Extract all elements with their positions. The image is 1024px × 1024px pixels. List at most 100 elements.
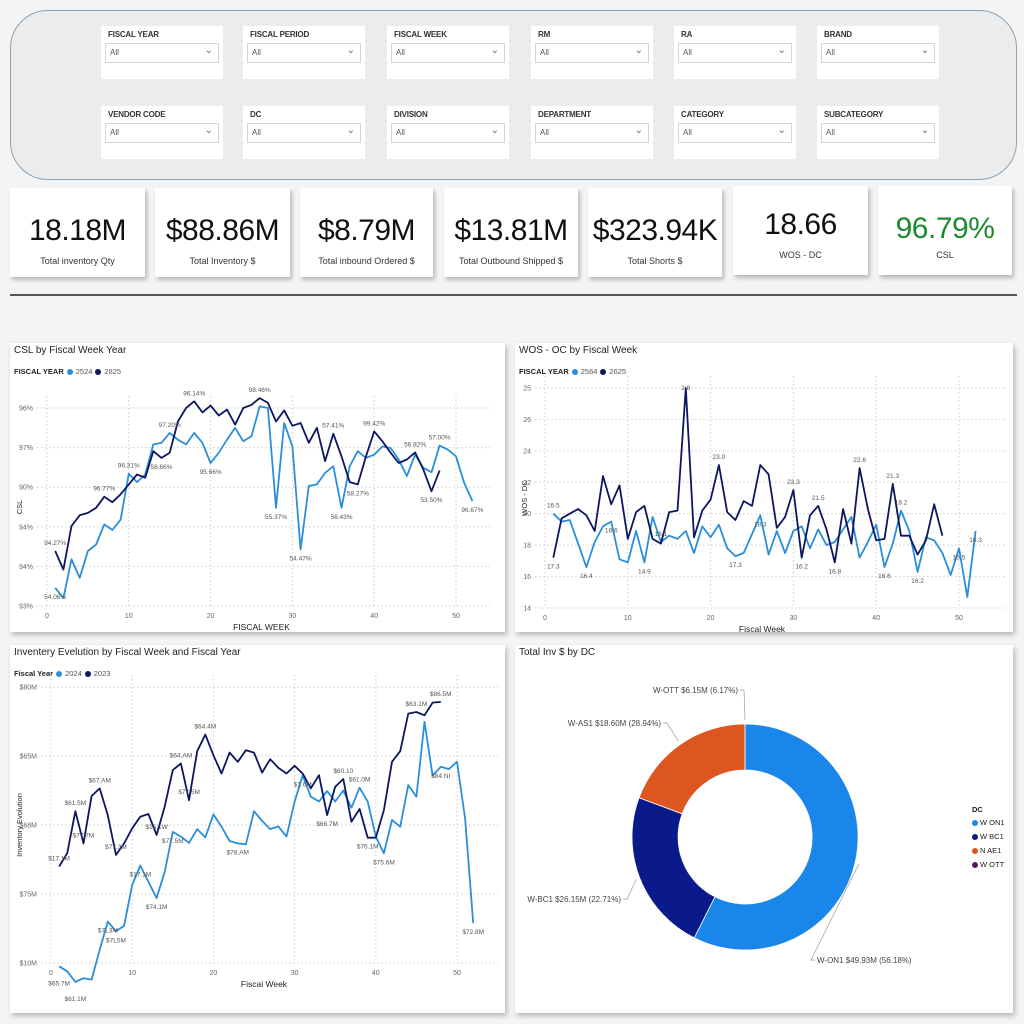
filter-dropdown[interactable]: All ⌄ [105,43,219,63]
legend-item[interactable]: W BC1 [972,832,1005,841]
filter-dropdown[interactable]: All ⌄ [678,123,792,143]
kpi-label: CSL [936,250,954,260]
legend-item[interactable]: W OTT [972,860,1005,869]
filter-dropdown[interactable]: All ⌄ [821,43,935,63]
legend-dot-icon [571,368,578,375]
data-label: $64.4M [194,724,216,731]
kpi-label: Total Shorts $ [627,256,683,266]
data-label: 96.67% [461,507,483,514]
legend-item[interactable]: W ON1 [972,818,1005,827]
data-label: 97.20% [159,422,181,429]
filter-dropdown[interactable]: All ⌄ [535,43,649,63]
filter-label: RM [538,30,551,39]
chevron-down-icon: ⌄ [777,125,786,136]
slice-label: W-BC1 $26.15M (22.71%) [527,895,621,904]
filter-value: All [110,128,119,137]
filter-label: SUBCATEGORY [824,110,884,119]
kpi-value: $8.79M [317,214,416,247]
chevron-down-icon: ⌄ [634,45,643,56]
filter-label: DC [250,110,262,119]
line-chart: 14 16 18 20 22 24 26 25 0 10 20 30 40 50 Fiscal Week WO… [520,376,1005,632]
y-tick-label: 94% [19,524,33,531]
x-axis-label: FISCAL WEEK [233,622,290,632]
filter-dropdown[interactable]: All ⌄ [391,43,505,63]
y-tick-label: $10M [19,961,37,968]
chart-legend: FISCAL YEAR 2524 2825 [14,367,121,376]
inventory-evolution-chart-panel: Inventery Evelution by Fiscal Week and F… [10,645,505,1013]
series-line-2825 [54,397,441,571]
y-tick-label: 16 [523,574,531,581]
inv-by-dc-chart-panel: Total Inv $ by DC W-ON1 $49.93M (56.18%) W… [515,645,1013,1013]
x-tick-label: 0 [45,613,49,620]
y-tick-label: 93% [19,604,33,611]
legend-dot-icon [972,861,978,868]
filter-ra: RA All ⌄ [674,26,796,79]
data-label: 16.1 [655,531,668,538]
data-label: 55.37% [265,514,287,521]
filter-dropdown[interactable]: All ⌄ [391,123,505,143]
line-chart: $10M $75M $68M $65M $80M 0 10 20 30 40 50 Fiscai We… [15,675,498,1003]
x-tick-label: 30 [291,970,299,977]
x-tick-label: 30 [289,613,297,620]
data-label: $76.1M [357,844,379,851]
data-label: $74.1M [146,904,168,911]
donut-slice-w-on1[interactable] [693,723,859,951]
leader-line [663,722,679,742]
data-label: $72.8M [462,929,484,936]
filter-value: All [252,128,261,137]
donut-slice-w-bc1[interactable] [631,797,716,939]
data-label: $17.1M [129,872,151,879]
legend-dot-icon [56,670,63,677]
data-label: 18.3 [754,521,767,528]
kpi-card: 96.79% CSL [878,186,1012,275]
donut-slice-n-ae1[interactable] [638,723,746,815]
data-label: 54.06% [44,594,66,601]
x-axis-label: Fiscal Week [739,624,786,632]
y-tick-label: 96% [19,406,33,413]
data-label: 98.46% [249,387,271,394]
chevron-down-icon: ⌄ [204,125,213,136]
x-tick-label: 40 [372,970,380,977]
filter-label: VENDOR CODE [108,110,166,119]
data-label: 23.0 [713,454,726,461]
x-tick-label: 10 [125,613,133,620]
filter-dropdown[interactable]: All ⌄ [535,123,649,143]
y-tick-label: $65M [19,754,37,761]
x-tick-label: 10 [128,970,136,977]
data-label: 21.5 [812,495,825,502]
data-label: 17.3 [547,564,560,571]
data-label: 99.42% [363,420,385,427]
y-tick-label: 94% [19,564,33,571]
filter-value: All [396,128,405,137]
data-label: 16.2 [911,578,924,585]
legend-item[interactable]: N AE1 [972,846,1005,855]
legend-entry: 2524 [75,367,93,376]
filter-dropdown[interactable]: All ⌄ [247,43,361,63]
filter-value: All [540,128,549,137]
legend-entry: 2024 [65,669,82,678]
filter-dropdown[interactable]: All ⌄ [247,123,361,143]
data-label: $66.7M [316,821,338,828]
legend-entry: 2825 [104,367,122,376]
filter-dropdown[interactable]: All ⌄ [821,123,935,143]
data-label: 54.47% [290,555,312,562]
data-label: 16.6 [878,573,891,580]
data-label: 58.66% [150,464,172,471]
data-label: 22.6 [853,457,866,464]
filter-dropdown[interactable]: All ⌄ [678,43,792,63]
filter-rm: RM All ⌄ [531,26,653,79]
filter-division: DIVISION All ⌄ [387,106,509,159]
slice-label: W-AS1 $18.60M (28.94%) [568,719,662,728]
filter-label: FISCAL YEAR [108,30,159,39]
filter-dropdown[interactable]: All ⌄ [105,123,219,143]
kpi-value: 96.79% [895,212,995,245]
x-tick-label: 0 [543,615,547,622]
data-label: 18.6 [605,528,618,535]
filter-category: CATEGORY All ⌄ [674,106,796,159]
data-label: $61.0M [349,777,371,784]
data-label: 16.3 [969,537,982,544]
series-line-2564 [552,509,977,598]
data-label: $61.5M [65,800,87,807]
x-tick-label: 30 [790,615,798,622]
divider [10,294,1017,296]
